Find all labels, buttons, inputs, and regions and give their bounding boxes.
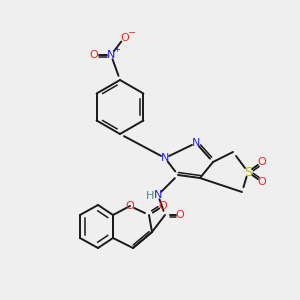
- Text: N: N: [107, 50, 115, 60]
- Text: O: O: [258, 177, 266, 187]
- Text: O: O: [90, 50, 98, 60]
- Text: O: O: [159, 201, 167, 211]
- Text: +: +: [114, 46, 120, 55]
- Text: H: H: [146, 191, 154, 201]
- Text: O: O: [258, 157, 266, 167]
- Text: O: O: [126, 201, 134, 211]
- Text: O: O: [176, 210, 184, 220]
- Text: N: N: [192, 138, 200, 148]
- Text: O: O: [121, 33, 129, 43]
- Text: N: N: [161, 153, 169, 163]
- Text: N: N: [154, 190, 162, 200]
- Text: −: −: [128, 28, 136, 38]
- Text: S: S: [244, 166, 252, 178]
